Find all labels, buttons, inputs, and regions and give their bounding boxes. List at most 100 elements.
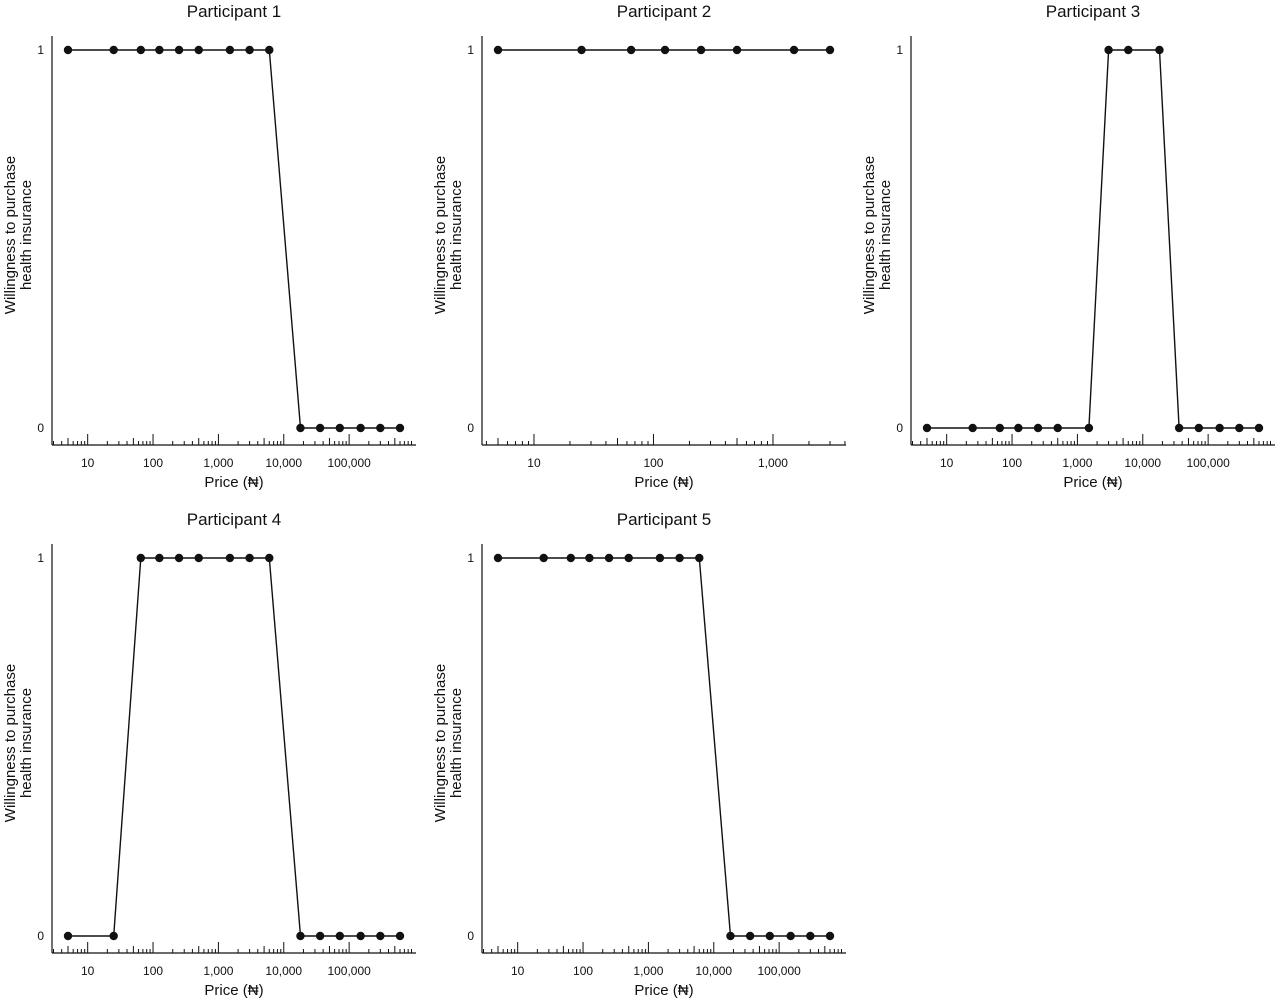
data-point <box>356 423 365 433</box>
data-point <box>626 45 636 55</box>
data-point <box>356 931 365 941</box>
data-point <box>63 45 73 55</box>
y-tick-label: 1 <box>467 43 474 57</box>
x-tick-label: 1,000 <box>203 456 233 470</box>
data-point <box>376 423 385 433</box>
x-axis-label: Price (₦) <box>634 474 693 491</box>
y-axis-label-line: Willingness to purchase <box>432 156 449 314</box>
data-point <box>376 931 385 941</box>
y-axis-label-line: Willingness to purchase <box>861 156 878 314</box>
data-point <box>1053 423 1062 433</box>
series-line <box>498 557 830 937</box>
data-point <box>732 45 742 55</box>
y-tick-label: 0 <box>37 929 44 943</box>
y-tick-label: 0 <box>467 421 474 435</box>
data-point <box>225 45 235 55</box>
x-tick-label: 100 <box>143 964 163 978</box>
y-tick-label: 1 <box>37 43 44 57</box>
x-axis-label: Price (₦) <box>204 982 263 999</box>
series-line <box>68 557 400 937</box>
data-point <box>335 423 345 433</box>
data-point <box>675 553 684 563</box>
x-tick-label: 100,000 <box>757 964 801 978</box>
data-point <box>225 553 235 563</box>
x-tick-label: 1,000 <box>1062 456 1092 470</box>
data-point <box>604 553 614 563</box>
data-point <box>539 553 548 563</box>
data-point <box>315 931 325 941</box>
data-point <box>265 45 274 55</box>
data-point <box>1215 423 1224 433</box>
y-tick-label: 1 <box>37 551 44 565</box>
chart-title: Participant 4 <box>187 510 282 529</box>
data-point <box>968 423 977 433</box>
x-tick-label: 10,000 <box>1124 456 1161 470</box>
x-tick-label: 10 <box>940 456 954 470</box>
x-tick-label: 100,000 <box>327 964 371 978</box>
data-point <box>109 931 118 941</box>
y-tick-label: 1 <box>896 43 903 57</box>
data-point <box>155 45 164 55</box>
x-tick-label: 10 <box>81 456 95 470</box>
data-point <box>695 553 704 563</box>
y-axis-label-line: Willingness to purchase <box>2 664 19 822</box>
data-point <box>1155 45 1164 55</box>
chart-title: Participant 5 <box>617 510 712 529</box>
chart-title: Participant 3 <box>1046 2 1141 21</box>
x-tick-label: 10,000 <box>695 964 732 978</box>
chart-title: Participant 1 <box>187 2 282 21</box>
data-point <box>765 931 775 941</box>
data-point <box>624 553 633 563</box>
data-point <box>493 553 503 563</box>
data-point <box>315 423 325 433</box>
data-point <box>806 931 815 941</box>
data-point <box>194 553 203 563</box>
chart-panel-2: Participant 2 0 1 10 100 1,000 Price (₦) Willin… <box>432 2 846 491</box>
y-axis-label: Willingness to purchasehealth insurance <box>2 156 35 314</box>
y-tick-label: 0 <box>467 929 474 943</box>
data-point <box>1104 45 1113 55</box>
data-point <box>155 553 164 563</box>
y-axis-label: Willingness to purchasehealth insurance <box>2 664 35 822</box>
data-point <box>1084 423 1094 433</box>
series-line <box>68 49 400 429</box>
x-tick-label: 100,000 <box>327 456 371 470</box>
data-point <box>995 423 1005 433</box>
data-point <box>296 423 305 433</box>
x-tick-label: 1,000 <box>758 456 788 470</box>
x-tick-label: 1,000 <box>203 964 233 978</box>
data-point <box>789 45 799 55</box>
data-point <box>1014 423 1023 433</box>
data-point <box>1174 423 1184 433</box>
data-point <box>585 553 594 563</box>
data-point <box>493 45 503 55</box>
data-point <box>136 553 146 563</box>
data-point <box>194 45 203 55</box>
x-tick-label: 100 <box>1002 456 1022 470</box>
x-axis-label: Price (₦) <box>634 982 693 999</box>
data-point <box>1124 45 1133 55</box>
data-point <box>566 553 576 563</box>
data-point <box>265 553 274 563</box>
chart-panel-3: Participant 3 0 1 10 100 1,000 10,000 100,000 Pr… <box>861 2 1275 491</box>
chart-panel-1: Participant 1 0 1 10 100 1,000 10,000 100,000 Pr… <box>2 2 416 491</box>
y-axis-label-line: health insurance <box>448 688 465 798</box>
x-tick-label: 100 <box>643 456 663 470</box>
data-point <box>745 931 755 941</box>
data-point <box>174 553 184 563</box>
y-tick-label: 0 <box>896 421 903 435</box>
y-axis-label-line: health insurance <box>448 180 465 290</box>
y-axis-label-line: health insurance <box>877 180 894 290</box>
y-axis-label-line: health insurance <box>18 180 35 290</box>
y-tick-label: 1 <box>467 551 474 565</box>
x-tick-label: 10,000 <box>265 456 302 470</box>
x-tick-label: 100 <box>143 456 163 470</box>
data-point <box>786 931 795 941</box>
y-axis-label: Willingness to purchasehealth insurance <box>432 156 465 314</box>
data-point <box>245 45 254 55</box>
data-point <box>1254 423 1264 433</box>
x-tick-label: 10 <box>527 456 541 470</box>
data-point <box>1194 423 1204 433</box>
chart-panel-5: Participant 5 0 1 10 100 1,000 10,000 100,000 Pr… <box>432 510 846 999</box>
